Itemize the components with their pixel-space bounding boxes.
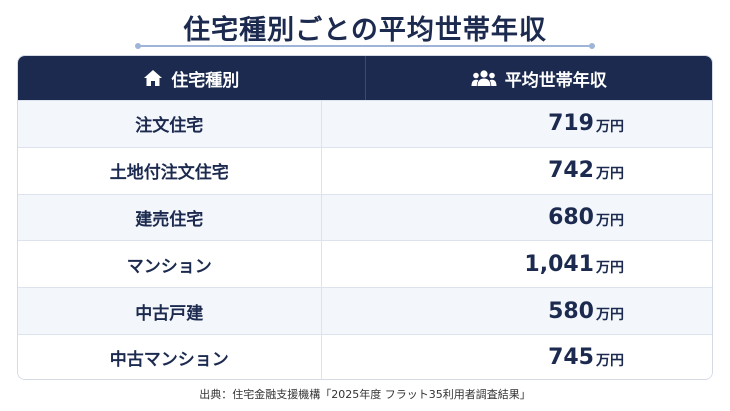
housing-type: 土地付注文住宅 (18, 147, 322, 194)
housing-type: 中古マンション (18, 334, 322, 379)
table-body: 注文住宅 719 万円 土地付注文住宅 742 万円 建売住宅 680 万円 マンショ… (18, 100, 713, 379)
table-row: マンション 1,041 万円 (18, 240, 713, 288)
table-header: 住宅種別 平均世帯年収 (18, 56, 712, 100)
income-unit: 万円 (596, 166, 624, 183)
housing-type: 中古戸建 (18, 288, 322, 334)
home-icon (143, 69, 163, 87)
users-icon (471, 69, 497, 87)
income-unit: 万円 (596, 306, 624, 323)
income-unit: 万円 (596, 212, 624, 229)
header-type-label: 住宅種別 (171, 70, 240, 91)
table-row: 中古マンション 745 万円 (18, 333, 713, 379)
housing-type: 建売住宅 (18, 194, 322, 241)
income-cell: 742 万円 (322, 148, 713, 194)
header-income: 平均世帯年収 (364, 56, 713, 100)
income-value: 1,041 (524, 251, 594, 277)
source-note: 出典：住宅金融支援機構「2025年度 フラット35利用者調査結果」 (199, 388, 531, 401)
income-value: 719 (548, 111, 594, 137)
housing-type: 注文住宅 (18, 101, 322, 147)
header-type: 住宅種別 (18, 56, 365, 100)
income-table: 住宅種別 平均世帯年収 注文住宅 719 万円 土地 (17, 55, 713, 380)
income-value: 745 (548, 345, 594, 371)
income-cell: 680 万円 (322, 195, 713, 241)
table-row: 中古戸建 580 万円 (18, 287, 712, 334)
table-row: 土地付注文住宅 742 万円 (18, 146, 713, 194)
income-cell: 719 万円 (322, 101, 713, 147)
title-underline (135, 43, 595, 49)
page-title: 住宅種別ごとの平均世帯年収 (183, 15, 547, 46)
income-value: 742 (548, 158, 594, 184)
income-unit: 万円 (596, 353, 624, 370)
income-value: 680 (548, 204, 594, 230)
header-income-label: 平均世帯年収 (504, 70, 607, 91)
table-row: 注文住宅 719 万円 (18, 100, 712, 147)
housing-type: マンション (18, 241, 322, 288)
income-cell: 1,041 万円 (322, 241, 713, 287)
income-unit: 万円 (596, 119, 624, 136)
income-cell: 580 万円 (322, 288, 713, 334)
income-cell: 745 万円 (322, 335, 713, 379)
income-unit: 万円 (596, 259, 624, 276)
table-row: 建売住宅 680 万円 (18, 193, 713, 241)
income-value: 580 (548, 298, 594, 324)
